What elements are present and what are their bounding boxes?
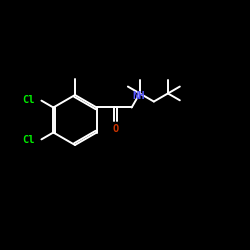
Text: O: O <box>112 124 118 134</box>
Text: Cl: Cl <box>23 95 35 105</box>
Text: NH: NH <box>132 91 145 101</box>
Text: Cl: Cl <box>23 135 35 145</box>
